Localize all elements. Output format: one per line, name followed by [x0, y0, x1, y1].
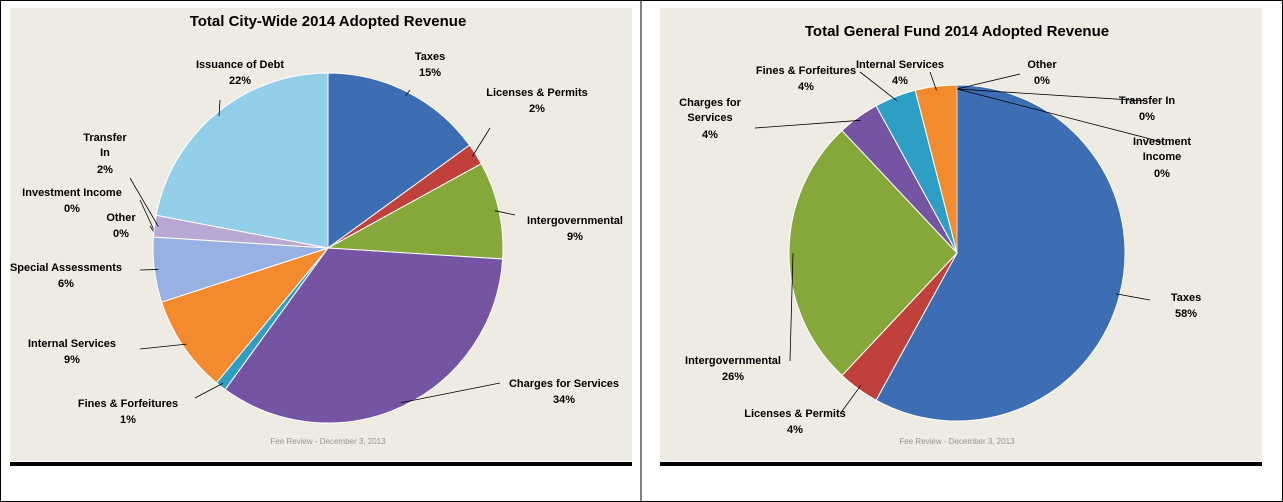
- leader-line: [956, 88, 1163, 143]
- slice-label: Other: [106, 212, 136, 224]
- slice-value: 58%: [1175, 308, 1197, 320]
- leader-line: [129, 177, 159, 227]
- pie-slice: [327, 72, 471, 249]
- leader-line: [405, 89, 411, 96]
- slice-value: 22%: [229, 75, 251, 87]
- leader-line: [956, 73, 1021, 90]
- slice-label: Investment Income: [22, 187, 122, 199]
- rule: [10, 462, 632, 466]
- slice-value: 0%: [64, 203, 80, 215]
- leader-line: [956, 88, 1148, 102]
- slice-value: 2%: [97, 164, 113, 176]
- slice-label: Transfer In: [1119, 95, 1176, 107]
- slice-label: Charges for Services: [679, 97, 741, 124]
- slice-label: Taxes: [415, 51, 445, 63]
- leader-line: [139, 343, 187, 350]
- slice-value: 15%: [419, 67, 441, 79]
- slice-label: Fines & Forfeitures: [756, 65, 856, 77]
- slice-value: 0%: [1154, 168, 1170, 180]
- slice-label: Transfer In: [83, 132, 127, 159]
- pie-slice: [326, 163, 504, 260]
- slice-value: 4%: [892, 75, 908, 87]
- chart-title: Total General Fund 2014 Adopted Revenue: [805, 23, 1109, 40]
- slice-label: Intergovernmental: [685, 355, 781, 367]
- slice-value: 34%: [553, 394, 575, 406]
- footer: Fee Review - December 3, 2013: [270, 437, 386, 446]
- leader-line: [789, 252, 794, 362]
- slice-value: 6%: [58, 278, 74, 290]
- leader-line: [472, 127, 491, 157]
- chart-title: Total City-Wide 2014 Adopted Revenue: [190, 13, 467, 30]
- leader-line: [929, 71, 937, 91]
- leader-line: [194, 382, 224, 399]
- slice-value: 0%: [113, 228, 129, 240]
- slice-label: Internal Services: [28, 338, 116, 350]
- leader-line: [218, 99, 221, 117]
- slice-label: Special Assessments: [10, 262, 122, 274]
- slice-value: 4%: [798, 81, 814, 93]
- slice-value: 2%: [529, 103, 545, 115]
- slice-value: 26%: [722, 371, 744, 383]
- slice-value: 4%: [787, 424, 803, 436]
- slice-label: Internal Services: [856, 59, 944, 71]
- leader-line: [859, 71, 897, 101]
- slice-label: Other: [1027, 59, 1057, 71]
- pie-slice: [160, 246, 330, 384]
- slice-value: 9%: [567, 231, 583, 243]
- slice-label: Licenses & Permits: [486, 87, 588, 99]
- slice-label: Intergovernmental: [527, 215, 623, 227]
- slice-label: Investment Income: [1133, 136, 1191, 163]
- slice-label: Licenses & Permits: [744, 408, 846, 420]
- slice-value: 0%: [1034, 75, 1050, 87]
- rule: [660, 462, 1262, 466]
- pie-slice: [155, 72, 329, 249]
- slice-label: Issuance of Debt: [196, 59, 284, 71]
- leader-line: [400, 382, 501, 404]
- slice-label: Charges for Services: [509, 378, 619, 390]
- pie-slice: [224, 247, 504, 424]
- slice-value: 9%: [64, 354, 80, 366]
- slice-value: 1%: [120, 414, 136, 426]
- leader-line: [839, 385, 861, 415]
- leader-line: [139, 269, 159, 271]
- slice-value: 4%: [702, 129, 718, 141]
- slice-value: 0%: [1139, 111, 1155, 123]
- leader-line: [494, 210, 516, 216]
- slice-label: Taxes: [1171, 292, 1201, 304]
- pie-slice: [788, 129, 958, 377]
- leader-line: [754, 119, 861, 129]
- slice-label: Fines & Forfeitures: [78, 398, 178, 410]
- leader-line: [1115, 293, 1151, 301]
- footer: Fee Review - December 3, 2013: [899, 437, 1015, 446]
